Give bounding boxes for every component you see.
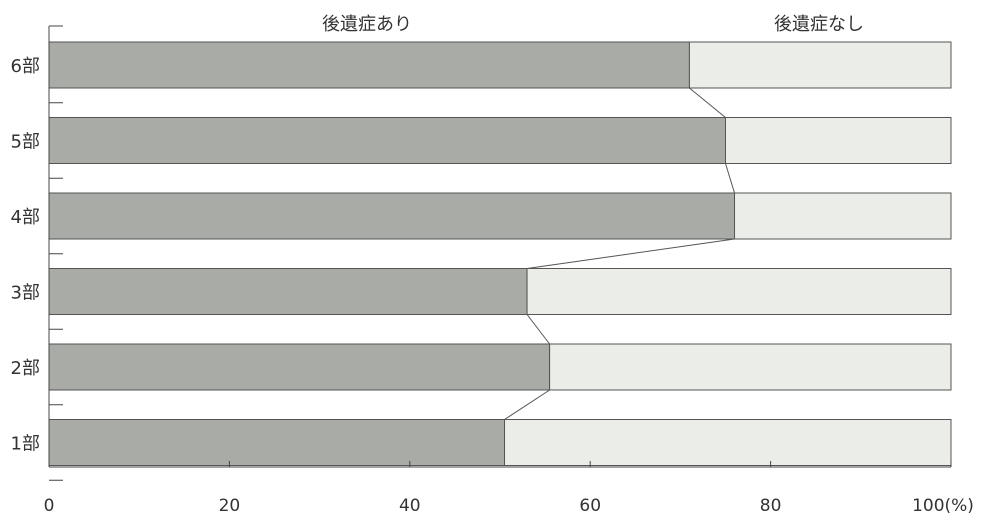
- x-tick-label: 80: [760, 496, 782, 516]
- bar-segment: [48, 41, 690, 89]
- connector-lines: [504, 87, 735, 420]
- legend: 後遺症あり 後遺症なし: [322, 14, 864, 35]
- category-label: 6部: [11, 56, 40, 77]
- x-tick-label: 20: [219, 496, 241, 516]
- legend-label-without-aftereffects: 後遺症なし: [774, 14, 864, 35]
- x-axis: 0 20 40 60 80 100(%): [44, 461, 974, 516]
- x-tick-label: 60: [579, 496, 601, 516]
- category-label: 5部: [11, 132, 40, 153]
- bar-segment: [48, 419, 506, 466]
- bar-segment: [48, 343, 551, 391]
- connector-line: [504, 389, 550, 420]
- bar-segment: [504, 419, 952, 466]
- x-tick-label: 40: [399, 496, 421, 516]
- category-label: 3部: [11, 283, 40, 304]
- bar-segment: [526, 268, 952, 315]
- plot-area: [48, 41, 952, 466]
- bar-segment: [48, 117, 726, 164]
- legend-label-with-aftereffects: 後遺症あり: [322, 14, 412, 35]
- connector-line: [725, 163, 735, 194]
- x-tick-label: 0: [44, 496, 55, 516]
- bar-segment: [549, 343, 952, 391]
- connector-line: [526, 238, 735, 269]
- category-label: 2部: [11, 358, 40, 379]
- bar-segment: [734, 192, 952, 240]
- category-label: 1部: [11, 434, 40, 455]
- x-tick-label: 100(%): [912, 496, 974, 516]
- bar-segment: [48, 192, 736, 240]
- bar-segment: [725, 117, 952, 164]
- bar-segment: [688, 41, 952, 89]
- connector-line: [526, 314, 551, 345]
- connector-line: [689, 87, 726, 118]
- y-axis: 6部 5部 4部 3部 2部 1部: [11, 25, 63, 481]
- bar-segment: [48, 268, 528, 315]
- category-label: 4部: [11, 207, 40, 228]
